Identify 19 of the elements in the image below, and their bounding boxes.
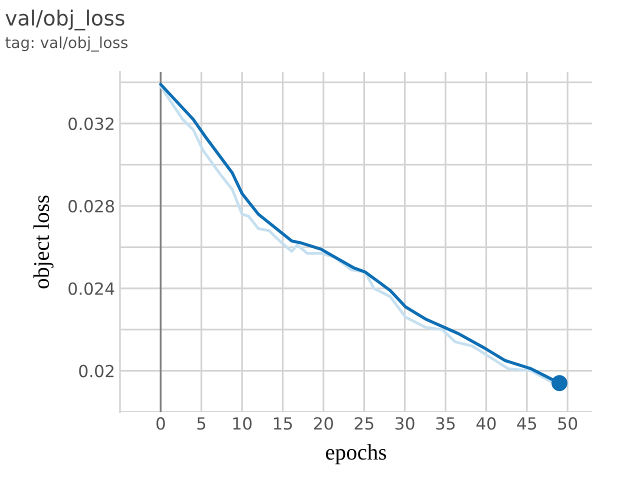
chart-title: val/obj_loss <box>6 10 124 30</box>
x-tick-label: 5 <box>197 417 206 430</box>
x-tick-label: 30 <box>395 417 414 430</box>
y-tick-label: 0.028 <box>68 200 114 213</box>
x-tick-label: 10 <box>233 417 252 430</box>
x-tick-label: 25 <box>354 417 374 430</box>
x-tick-label: 0 <box>156 417 165 430</box>
y-tick-label: 0.02 <box>79 364 114 378</box>
y-axis-title: object loss <box>33 196 54 288</box>
x-tick-label: 20 <box>314 417 333 430</box>
x-tick-label: 35 <box>436 417 455 430</box>
x-tick-label: 40 <box>476 417 496 430</box>
x-tick-label: 50 <box>558 417 578 430</box>
x-tick-label: 45 <box>517 417 536 430</box>
x-tick-label: 15 <box>274 417 292 430</box>
y-tick-label: 0.032 <box>68 117 114 130</box>
chart-subtitle: tag: val/obj_loss <box>5 36 128 52</box>
x-axis-title: epochs <box>326 444 386 464</box>
y-tick-label: 0.024 <box>68 282 114 295</box>
